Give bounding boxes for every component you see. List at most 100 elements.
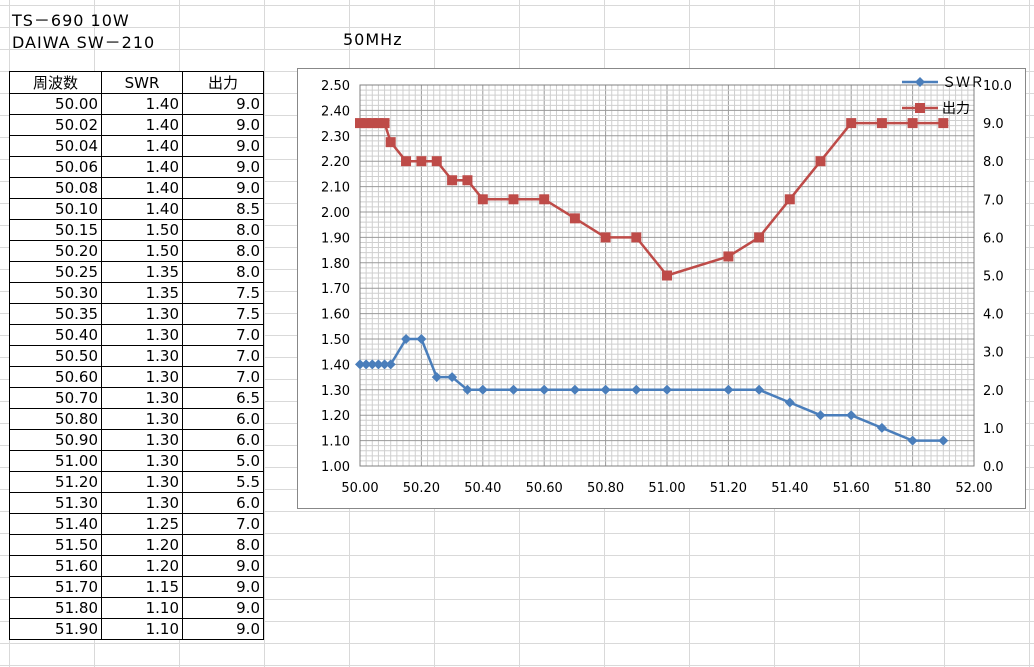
cell-power[interactable]: 8.0	[182, 240, 264, 262]
cell-frequency[interactable]: 51.80	[9, 597, 102, 619]
cell-power[interactable]: 9.0	[182, 597, 264, 619]
cell-frequency[interactable]: 50.35	[9, 303, 102, 325]
cell-power[interactable]: 9.0	[182, 93, 264, 115]
swr-point	[907, 435, 918, 446]
y-right-tick-label: 0.0	[983, 460, 1004, 475]
cell-swr[interactable]: 1.30	[101, 303, 183, 325]
legend-label-0: ＳＷＲ	[942, 75, 984, 91]
cell-frequency[interactable]: 51.60	[9, 555, 102, 577]
cell-swr[interactable]: 1.30	[101, 345, 183, 367]
cell-power[interactable]: 8.0	[182, 534, 264, 556]
cell-power[interactable]: 5.0	[182, 450, 264, 472]
cell-swr[interactable]: 1.35	[101, 261, 183, 283]
cell-power[interactable]: 6.0	[182, 492, 264, 514]
cell-swr[interactable]: 1.30	[101, 387, 183, 409]
cell-swr[interactable]: 1.50	[101, 219, 183, 241]
swr-point	[431, 372, 442, 383]
cell-swr[interactable]: 1.40	[101, 198, 183, 220]
cell-power[interactable]: 9.0	[182, 114, 264, 136]
cell-frequency[interactable]: 50.60	[9, 366, 102, 388]
cell-swr[interactable]: 1.15	[101, 576, 183, 598]
chart-area[interactable]: 50.00 50.20 50.40 50.60 50.80 51.00 51.20 51.40…	[297, 68, 1026, 509]
cell-frequency[interactable]: 51.30	[9, 492, 102, 514]
cell-swr[interactable]: 1.40	[101, 135, 183, 157]
cell-swr[interactable]: 1.30	[101, 324, 183, 346]
cell-power[interactable]: 6.5	[182, 387, 264, 409]
cell-swr[interactable]: 1.20	[101, 555, 183, 577]
cell-power[interactable]: 7.5	[182, 303, 264, 325]
cell-power[interactable]: 7.0	[182, 324, 264, 346]
table-header-row: 周波数 SWR 出力	[9, 71, 264, 94]
table-row: 51.60 1.20 9.0	[9, 555, 264, 577]
cell-frequency[interactable]: 50.90	[9, 429, 102, 451]
cell-swr[interactable]: 1.40	[101, 93, 183, 115]
cell-swr[interactable]: 1.10	[101, 597, 183, 619]
title-meter[interactable]: DAIWA SW－210	[12, 33, 156, 52]
cell-power[interactable]: 9.0	[182, 618, 264, 640]
y-left-tick-label: 1.00	[321, 460, 350, 475]
band-label[interactable]: 50MHz	[343, 30, 403, 49]
cell-power[interactable]: 5.5	[182, 471, 264, 493]
swr-point	[355, 359, 365, 370]
cell-power[interactable]: 9.0	[182, 576, 264, 598]
title-radio[interactable]: TS－690 10W	[12, 11, 130, 30]
cell-swr[interactable]: 1.30	[101, 408, 183, 430]
cell-swr[interactable]: 1.50	[101, 240, 183, 262]
cell-frequency[interactable]: 50.08	[9, 177, 102, 199]
cell-frequency[interactable]: 50.06	[9, 156, 102, 178]
cell-frequency[interactable]: 51.40	[9, 513, 102, 535]
cell-swr[interactable]: 1.30	[101, 450, 183, 472]
cell-swr[interactable]: 1.40	[101, 114, 183, 136]
cell-frequency[interactable]: 50.20	[9, 240, 102, 262]
cell-swr[interactable]: 1.30	[101, 429, 183, 451]
cell-frequency[interactable]: 50.50	[9, 345, 102, 367]
cell-power[interactable]: 7.0	[182, 345, 264, 367]
cell-swr[interactable]: 1.10	[101, 618, 183, 640]
cell-frequency[interactable]: 50.10	[9, 198, 102, 220]
cell-swr[interactable]: 1.40	[101, 177, 183, 199]
table-row: 50.10 1.40 8.5	[9, 198, 264, 220]
cell-frequency[interactable]: 50.30	[9, 282, 102, 304]
cell-power[interactable]: 9.0	[182, 135, 264, 157]
cell-frequency[interactable]: 50.00	[9, 93, 102, 115]
cell-power[interactable]: 7.5	[182, 282, 264, 304]
data-table: 周波数 SWR 出力 50.00 1.40 9.0 50.02 1.40 9.0 50.04…	[9, 71, 264, 640]
header-swr[interactable]: SWR	[101, 71, 183, 94]
cell-swr[interactable]: 1.25	[101, 513, 183, 535]
cell-power[interactable]: 8.5	[182, 198, 264, 220]
cell-frequency[interactable]: 51.90	[9, 618, 102, 640]
cell-frequency[interactable]: 50.70	[9, 387, 102, 409]
cell-frequency[interactable]: 50.04	[9, 135, 102, 157]
cell-power[interactable]: 8.0	[182, 261, 264, 283]
cell-power[interactable]: 6.0	[182, 408, 264, 430]
cell-swr[interactable]: 1.40	[101, 156, 183, 178]
cell-frequency[interactable]: 50.80	[9, 408, 102, 430]
cell-frequency[interactable]: 50.40	[9, 324, 102, 346]
power-point	[401, 156, 412, 167]
y-right-tick-label: 6.0	[983, 231, 1004, 246]
cell-power[interactable]: 6.0	[182, 429, 264, 451]
header-power[interactable]: 出力	[182, 71, 264, 94]
cell-frequency[interactable]: 51.00	[9, 450, 102, 472]
cell-frequency[interactable]: 50.15	[9, 219, 102, 241]
power-point	[754, 232, 765, 243]
cell-power[interactable]: 9.0	[182, 177, 264, 199]
cell-frequency[interactable]: 51.20	[9, 471, 102, 493]
y-left-tick-label: 2.40	[321, 104, 350, 119]
cell-frequency[interactable]: 50.02	[9, 114, 102, 136]
cell-power[interactable]: 9.0	[182, 555, 264, 577]
cell-power[interactable]: 8.0	[182, 219, 264, 241]
cell-swr[interactable]: 1.30	[101, 366, 183, 388]
cell-frequency[interactable]: 50.25	[9, 261, 102, 283]
cell-frequency[interactable]: 51.70	[9, 576, 102, 598]
y-left-tick-label: 1.80	[321, 257, 350, 272]
cell-swr[interactable]: 1.30	[101, 471, 183, 493]
cell-frequency[interactable]: 51.50	[9, 534, 102, 556]
header-frequency[interactable]: 周波数	[9, 71, 102, 94]
cell-swr[interactable]: 1.20	[101, 534, 183, 556]
cell-swr[interactable]: 1.30	[101, 492, 183, 514]
cell-power[interactable]: 7.0	[182, 366, 264, 388]
cell-power[interactable]: 7.0	[182, 513, 264, 535]
cell-swr[interactable]: 1.35	[101, 282, 183, 304]
cell-power[interactable]: 9.0	[182, 156, 264, 178]
